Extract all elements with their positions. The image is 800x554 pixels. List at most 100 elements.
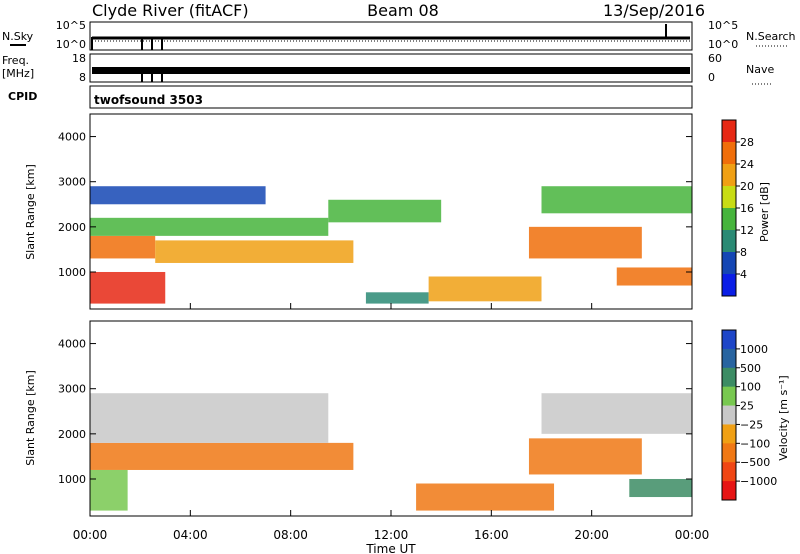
date-label: 13/Sep/2016 [603, 1, 705, 20]
nave-label: Nave [746, 63, 774, 76]
velocity-colorbar-swatch [722, 405, 736, 425]
power-echo-region [155, 240, 354, 263]
x-tick-label: 04:00 [173, 528, 208, 542]
nsky-panel: N.Sky 10^5 10^0 10^5 10^0 N.Search [2, 19, 796, 51]
power-colorbar-tick-label: 16 [740, 202, 754, 215]
velocity-colorbar-frame [721, 329, 737, 501]
velocity-colorbar-label: Velocity [m s⁻¹] [777, 375, 790, 460]
freq-panel: Freq. [MHz] 18 8 60 0 Nave [2, 52, 774, 85]
nsky-tick-bottom: 10^0 [56, 38, 86, 51]
velocity-echo-region [541, 393, 692, 434]
power-y-axis: 1000 2000 3000 4000 [58, 131, 693, 309]
velocity-echo-region [90, 442, 354, 470]
velocity-colorbar-tick-label: 500 [740, 362, 761, 375]
x-tick-label: 20:00 [574, 528, 609, 542]
time-x-axis: 00:00 04:00 08:00 12:00 16:00 20:00 00:00 [73, 510, 710, 542]
power-colorbar-tick-label: 20 [740, 180, 754, 193]
power-colorbar-swatch [722, 252, 736, 275]
power-colorbar-tick-label: 28 [740, 136, 754, 149]
velocity-y-tick-label: 3000 [58, 383, 86, 396]
velocity-colorbar-swatch [722, 424, 736, 444]
power-y-tick-label: 4000 [58, 131, 86, 144]
nave-tick-bottom: 0 [708, 71, 715, 84]
velocity-colorbar-tick-label: −100 [740, 437, 770, 450]
power-colorbar-swatch [722, 120, 736, 143]
velocity-echo-region [629, 478, 692, 498]
station-title: Clyde River (fitACF) [92, 1, 249, 20]
x-tick-label: 00:00 [675, 528, 710, 542]
velocity-panel: 1000 2000 3000 4000 Slant Range [km] 1000 50… [24, 320, 790, 554]
power-colorbar-swatch [722, 142, 736, 165]
power-colorbar-swatch [722, 164, 736, 187]
cpid-label: CPID [8, 90, 37, 103]
power-echo-region [90, 235, 156, 259]
velocity-colorbar-swatch [722, 348, 736, 369]
power-data [90, 186, 692, 304]
power-y-tick-label: 2000 [58, 221, 86, 234]
x-axis-label: Time UT [365, 542, 416, 554]
power-echo-region [328, 199, 442, 223]
cpid-panel: CPID twofsound 3503 [8, 85, 693, 109]
nsearch-tick-top: 10^5 [708, 19, 738, 32]
x-tick-label: 16:00 [474, 528, 509, 542]
power-echo-region [90, 186, 266, 205]
power-colorbar-swatch [722, 274, 736, 297]
velocity-colorbar-tick-label: 1000 [740, 343, 768, 356]
velocity-colorbar-tick-label: 100 [740, 381, 761, 394]
power-colorbar-tick-label: 8 [740, 246, 747, 259]
nave-tick-top: 60 [708, 52, 722, 65]
nsearch-label: N.Search [746, 30, 796, 43]
velocity-colorbar-tick-label: −25 [740, 418, 763, 431]
power-echo-region [428, 276, 542, 302]
velocity-colorbar-swatch [722, 443, 736, 463]
freq-frame [89, 53, 693, 83]
power-echo-region [90, 217, 329, 236]
velocity-colorbar-tick-label: −1000 [740, 475, 777, 488]
freq-trace [92, 67, 690, 74]
freq-label: Freq. [2, 54, 29, 67]
power-echo-region [541, 186, 692, 214]
beam-label: Beam 08 [367, 1, 439, 20]
power-panel: 1000 2000 3000 4000 Slant Range [km] 4 8 12 16… [24, 113, 771, 310]
power-colorbar-swatch [722, 186, 736, 209]
nsearch-tick-bottom: 10^0 [708, 38, 738, 51]
power-echo-region [616, 267, 692, 286]
velocity-colorbar: 1000 500 100 25 −25 −100 −500 −1000 [721, 329, 777, 501]
freq-tick-top: 18 [72, 52, 86, 65]
cpid-frame [89, 85, 693, 109]
velocity-echo-region [528, 438, 642, 475]
velocity-y-tick-label: 4000 [58, 338, 86, 351]
x-tick-label: 08:00 [273, 528, 308, 542]
power-colorbar-swatch [722, 208, 736, 231]
velocity-y-tick-label: 1000 [58, 473, 86, 486]
freq-tick-bottom: 8 [79, 71, 86, 84]
velocity-colorbar-swatch [722, 386, 736, 407]
freq-unit-label: [MHz] [2, 67, 34, 80]
nsky-frame [89, 21, 693, 51]
nsky-tick-top: 10^5 [56, 19, 86, 32]
velocity-echo-region [90, 393, 329, 443]
velocity-y-tick-label: 2000 [58, 428, 86, 441]
velocity-y-axis: 1000 2000 3000 4000 [58, 338, 692, 486]
x-tick-label: 00:00 [73, 528, 108, 542]
power-colorbar-tick-label: 12 [740, 224, 754, 237]
power-colorbar-label: Power [dB] [758, 182, 771, 242]
x-tick-label: 12:00 [374, 528, 409, 542]
power-colorbar: 4 8 12 16 20 24 28 [721, 119, 754, 297]
power-colorbar-tick-label: 4 [740, 268, 747, 281]
power-echo-region [528, 226, 642, 259]
power-colorbar-swatch [722, 230, 736, 253]
velocity-colorbar-swatch [722, 367, 736, 388]
velocity-colorbar-swatch [722, 462, 736, 482]
cpid-value: twofsound 3503 [94, 93, 203, 107]
power-colorbar-tick-label: 24 [740, 158, 754, 171]
velocity-y-label: Slant Range [km] [24, 370, 37, 466]
velocity-data [90, 393, 692, 511]
power-y-label: Slant Range [km] [24, 164, 37, 260]
velocity-echo-region [416, 483, 555, 511]
nsky-label: N.Sky [2, 30, 34, 43]
power-y-tick-label: 3000 [58, 176, 86, 189]
power-echo-region [365, 292, 429, 304]
velocity-colorbar-swatch [722, 330, 736, 350]
